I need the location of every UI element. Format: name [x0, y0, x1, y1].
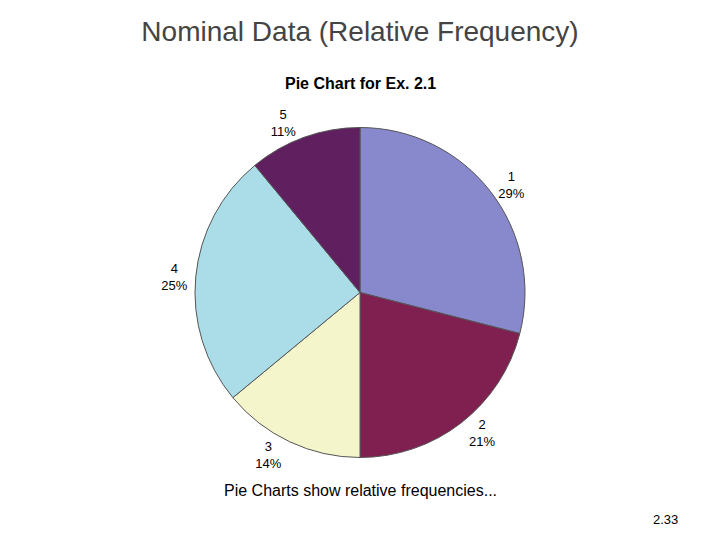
svg-text:425%: 425%	[161, 261, 187, 293]
svg-text:129%: 129%	[498, 169, 524, 201]
svg-text:2.33: 2.33	[653, 512, 678, 527]
svg-text:Nominal Data (Relative Frequen: Nominal Data (Relative Frequency)	[141, 16, 578, 47]
svg-text:Pie Chart for Ex. 2.1: Pie Chart for Ex. 2.1	[285, 75, 436, 92]
svg-text:511%: 511%	[271, 107, 296, 139]
svg-text:314%: 314%	[255, 439, 281, 471]
svg-text:221%: 221%	[469, 417, 495, 449]
svg-text:Pie Charts show relative frequ: Pie Charts show relative frequencies...	[224, 482, 497, 499]
